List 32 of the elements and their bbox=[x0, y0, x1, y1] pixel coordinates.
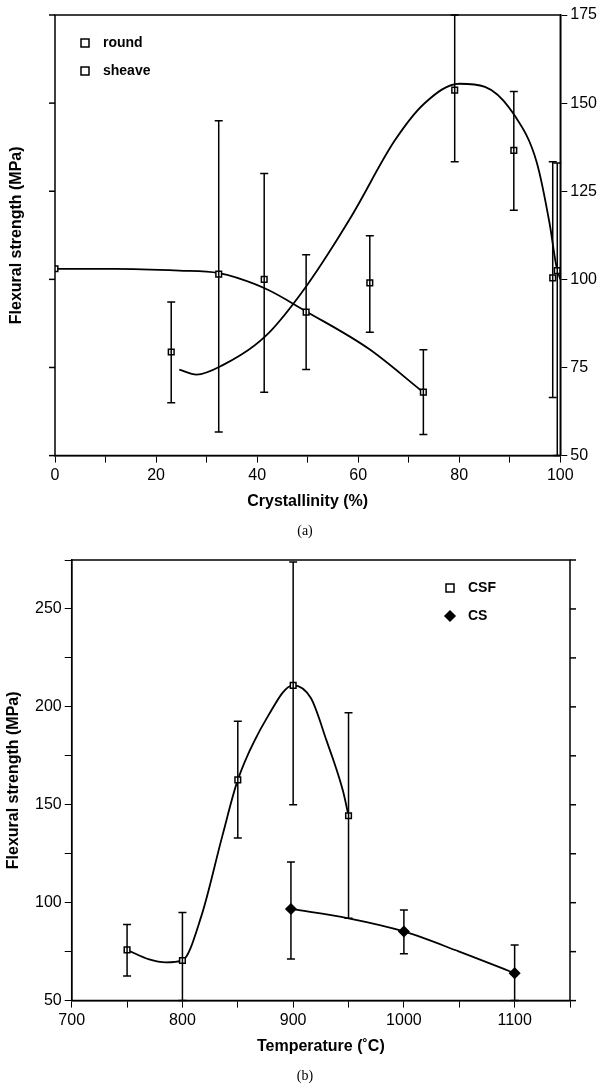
y-tick-label: 150 bbox=[570, 93, 598, 111]
x-tick-label: 60 bbox=[349, 465, 368, 483]
x-tick-label: 1000 bbox=[386, 1010, 422, 1028]
y-tick-label: 250 bbox=[34, 599, 62, 617]
x-tick-label: 800 bbox=[169, 1010, 196, 1028]
y-tick-label: 100 bbox=[570, 269, 598, 287]
x-tick-label: 80 bbox=[450, 465, 469, 483]
y-tick-label: 150 bbox=[34, 795, 62, 813]
y-tick-label: 125 bbox=[570, 181, 598, 199]
x-tick-label: 40 bbox=[248, 465, 267, 483]
y-tick-label: 200 bbox=[34, 697, 62, 715]
x-tick-label: 20 bbox=[147, 465, 166, 483]
legend-label: CSF bbox=[468, 578, 497, 595]
y-tick-label: 75 bbox=[570, 357, 589, 375]
x-axis-title: Crystallinity (%) bbox=[247, 491, 369, 509]
x-tick-label: 1100 bbox=[497, 1010, 532, 1028]
y-tick-label: 175 bbox=[570, 5, 598, 23]
x-tick-label: 100 bbox=[546, 465, 574, 483]
legend-label: sheave bbox=[103, 61, 151, 78]
y-tick-label: 50 bbox=[570, 446, 589, 464]
y-tick-label: 100 bbox=[34, 893, 62, 911]
x-tick-label: 0 bbox=[50, 465, 60, 483]
x-axis-title: Temperature (˚C) bbox=[256, 1036, 385, 1054]
y-axis-title: Flexural strength (MPa) bbox=[7, 146, 25, 325]
x-tick-label: 900 bbox=[279, 1010, 307, 1028]
text: (a) bbox=[297, 522, 314, 539]
legend-label: round bbox=[103, 33, 143, 50]
x-tick-label: 700 bbox=[58, 1010, 86, 1028]
y-axis-title: Flexural strength (MPa) bbox=[4, 691, 22, 870]
legend-label: CS bbox=[468, 606, 488, 623]
text: (b) bbox=[296, 1067, 314, 1084]
y-tick-label: 50 bbox=[43, 991, 62, 1009]
